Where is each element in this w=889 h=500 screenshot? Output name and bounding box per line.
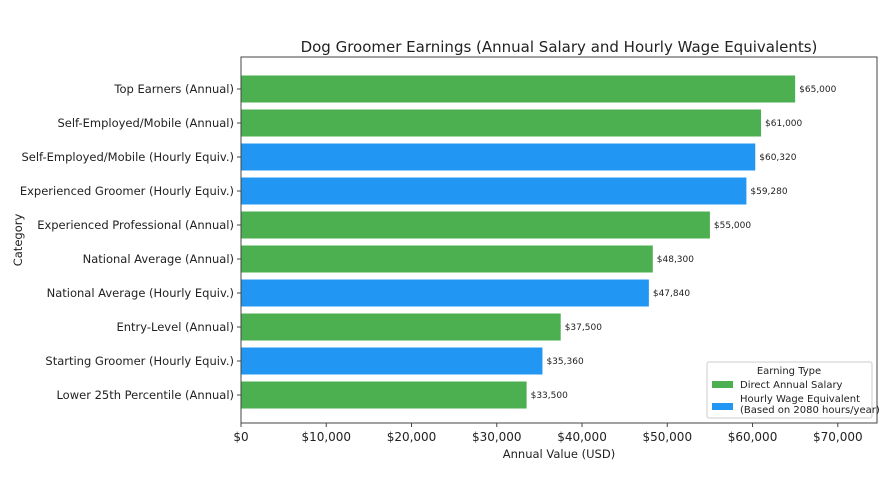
- x-tick-label: $30,000: [472, 430, 522, 444]
- x-tick-label: $10,000: [301, 430, 351, 444]
- bar: [241, 211, 710, 239]
- bar: [241, 177, 747, 205]
- bar-value-label: $65,000: [799, 85, 836, 95]
- bar: [241, 313, 561, 341]
- y-tick-label: National Average (Hourly Equiv.): [47, 286, 234, 300]
- legend: Earning Type Direct Annual Salary Hourly…: [706, 361, 880, 419]
- bar-value-label: $61,000: [765, 119, 802, 129]
- bar-value-label: $33,500: [531, 391, 568, 401]
- plot-frame: [240, 56, 878, 424]
- legend-title: Earning Type: [757, 366, 821, 377]
- y-tick-label: Top Earners (Annual): [113, 82, 234, 96]
- bar-value-label: $48,300: [657, 255, 694, 265]
- y-tick-label: Entry-Level (Annual): [116, 320, 234, 334]
- x-axis-label: Annual Value (USD): [503, 447, 615, 461]
- bar-value-label: $60,320: [759, 153, 796, 163]
- y-tick-label: Experienced Professional (Annual): [37, 218, 234, 232]
- bar-value-label: $59,280: [750, 187, 787, 197]
- legend-swatch-hourly: [712, 403, 733, 410]
- y-tick-label: Self-Employed/Mobile (Annual): [57, 116, 234, 130]
- y-tick-label: Self-Employed/Mobile (Hourly Equiv.): [21, 150, 234, 164]
- bar: [241, 347, 543, 375]
- bar-value-label: $55,000: [714, 221, 751, 231]
- bar-value-label: $47,840: [653, 289, 690, 299]
- x-tick-label: $20,000: [387, 430, 437, 444]
- bar: [241, 143, 756, 171]
- x-tick-label: $40,000: [557, 430, 607, 444]
- y-tick-label: Starting Groomer (Hourly Equiv.): [45, 354, 234, 368]
- legend-swatch-annual: [712, 381, 733, 388]
- bar: [241, 279, 649, 307]
- y-tick-label: Experienced Groomer (Hourly Equiv.): [20, 184, 234, 198]
- bar: [241, 245, 653, 273]
- y-tick-label: National Average (Annual): [83, 252, 234, 266]
- x-tick-label: $70,000: [813, 430, 863, 444]
- legend-box: [706, 361, 873, 419]
- legend-label-hourly: Hourly Wage Equivalent: [740, 394, 860, 405]
- legend-label-annual: Direct Annual Salary: [740, 380, 843, 391]
- chart-title: Dog Groomer Earnings (Annual Salary and …: [301, 38, 818, 56]
- bar-value-label: $35,360: [546, 357, 583, 367]
- bar: [241, 75, 796, 103]
- y-axis-label: Category: [11, 214, 25, 267]
- legend-label-hourly-note: (Based on 2080 hours/year): [740, 405, 880, 416]
- x-tick-label: $50,000: [642, 430, 692, 444]
- bar: [241, 381, 527, 409]
- y-tick-label: Lower 25th Percentile (Annual): [56, 388, 234, 402]
- bar: [241, 109, 762, 137]
- x-tick-label: $60,000: [728, 430, 778, 444]
- x-tick-label: $0: [233, 430, 248, 444]
- bar-value-label: $37,500: [565, 323, 602, 333]
